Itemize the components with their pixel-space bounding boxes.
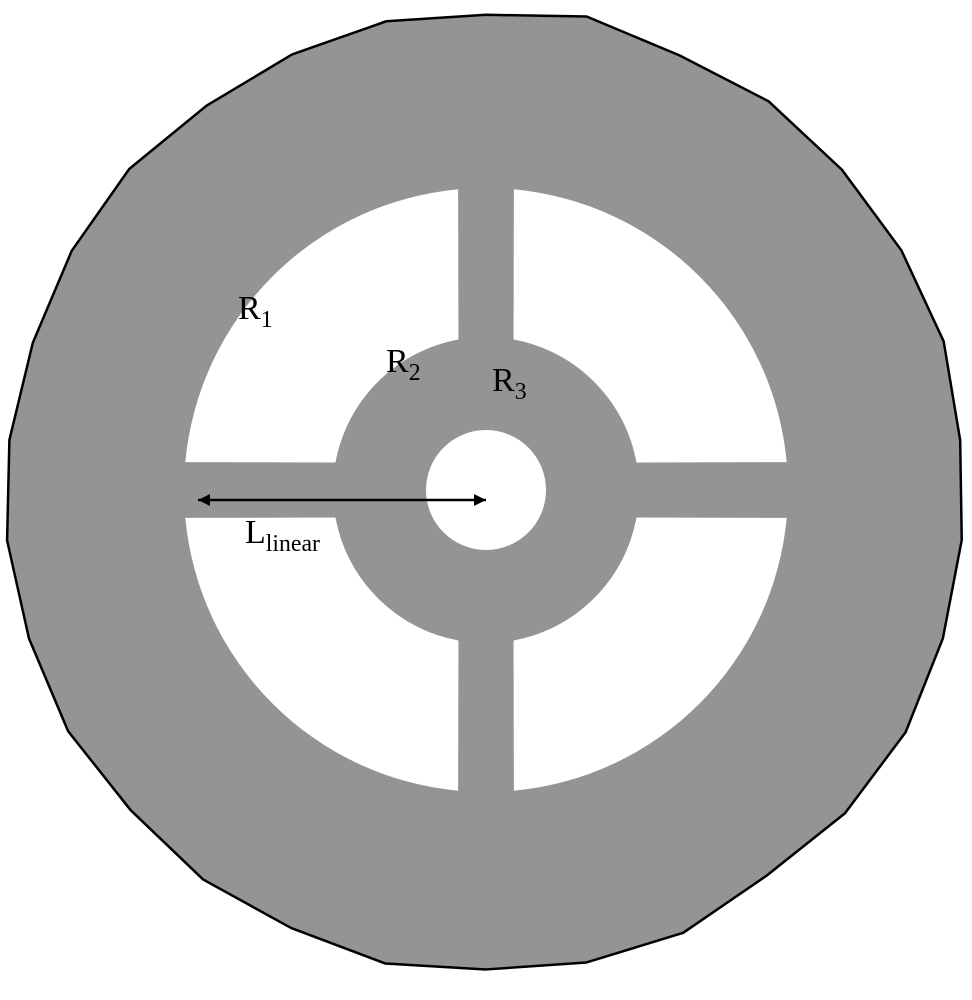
label-r2-base: R — [386, 343, 409, 380]
label-llinear-base: L — [245, 514, 266, 551]
label-r3-sub: 3 — [515, 379, 527, 405]
label-r1-sub: 1 — [261, 307, 273, 333]
circular-diagram — [0, 0, 972, 1000]
label-llinear: Llinear — [245, 514, 320, 558]
label-r1-base: R — [238, 290, 261, 327]
label-r2: R2 — [386, 343, 421, 387]
label-r2-sub: 2 — [409, 360, 421, 386]
label-llinear-sub: linear — [266, 531, 320, 557]
label-r3-base: R — [492, 362, 515, 399]
label-r1: R1 — [238, 290, 273, 334]
label-r3: R3 — [492, 362, 527, 406]
